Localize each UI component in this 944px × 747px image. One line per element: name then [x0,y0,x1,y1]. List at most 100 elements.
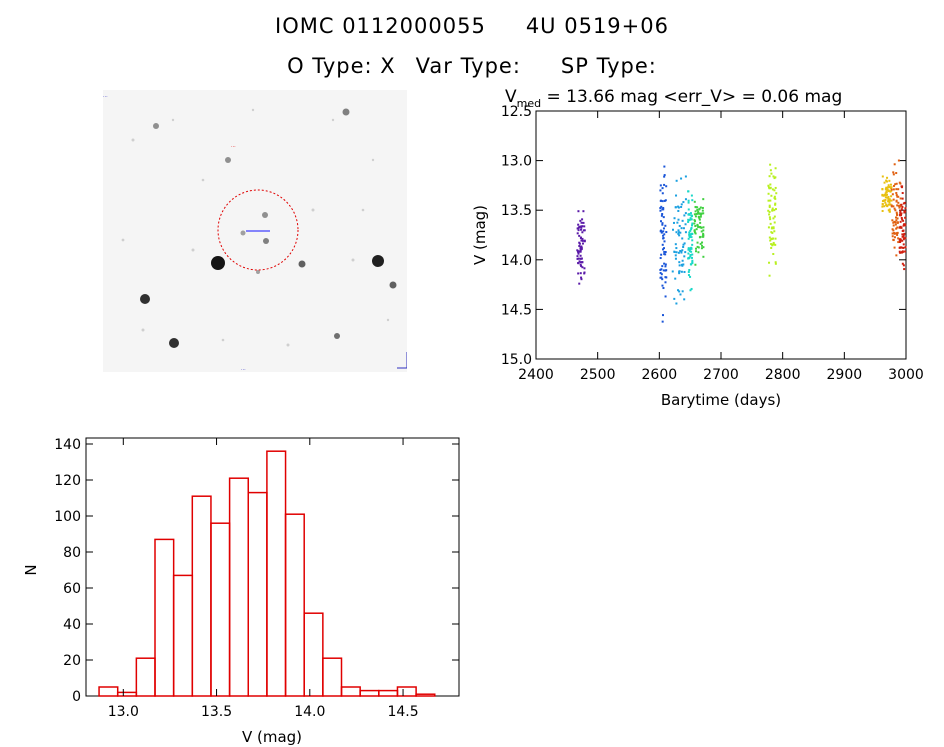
lc-point [770,227,773,230]
lc-point [882,194,885,197]
lc-point [898,246,901,249]
hist-bar [98,686,119,697]
lc-point [904,246,907,249]
lc-point [769,218,772,221]
lc-point [774,167,777,170]
lc-point [689,212,692,215]
lc-point [674,254,677,257]
lc-point [896,195,899,198]
lc-point [691,259,694,262]
lc-point [578,225,581,228]
hist-bar [116,691,138,697]
lc-point [895,232,898,235]
lc-point [767,199,770,202]
lc-point [662,234,665,237]
lc-point [901,246,904,249]
lc-point [702,234,705,237]
lc-point [888,186,891,189]
lc-point [895,199,898,202]
lc-point [902,219,905,222]
lc-point [901,192,904,195]
lc-point [579,272,582,275]
lc-point [580,278,583,281]
lc-point [680,263,683,266]
lc-plot-frame [535,110,907,360]
hist-y-tick-label: 120 [54,473,81,489]
lc-point [899,205,902,208]
lc-point [901,235,904,238]
lc-point [580,245,583,248]
lc-point [697,212,700,215]
lc-point [677,209,680,212]
lc-point [886,186,889,189]
lc-point [578,282,581,285]
lc-point [899,213,902,216]
lc-y-axis-label: V (mag) [471,205,489,265]
var-type: Var Type: [415,54,521,78]
lc-point [674,257,677,260]
lc-point [772,237,775,240]
lc-point [579,257,582,260]
lc-point [700,230,703,233]
lc-point [896,221,899,224]
lc-point [691,239,694,242]
lc-point [698,216,701,219]
lc-point [671,270,674,273]
lc-point [892,171,895,174]
lc-point [661,213,664,216]
lc-point [901,262,904,265]
lc-point [904,224,907,227]
lc-point [682,201,685,204]
hist-y-tick-label: 140 [54,437,81,453]
lc-point [774,197,777,200]
lc-point [888,199,891,202]
lc-point [688,268,691,271]
lc-point [881,188,884,191]
lc-point [774,203,777,206]
lc-point [884,201,887,204]
lc-point [664,276,667,279]
lc-point [682,227,685,230]
bright-stars [140,108,397,348]
lc-point [902,264,905,267]
lc-point [898,226,901,229]
lc-point [902,235,905,238]
lc-point [680,251,683,254]
lc-point [682,263,685,266]
lc-point [884,192,887,195]
lc-point [662,230,665,233]
lc-point [687,220,690,223]
lc-point [888,203,891,206]
lc-point [887,203,890,206]
lc-point [893,232,896,235]
lc-point [902,246,905,249]
lc-point [683,255,686,258]
lc-point [683,298,686,301]
lc-point [582,229,585,232]
lc-title: Vmed = 13.66 mag <err_V> = 0.06 mag [505,87,842,110]
lc-point [672,228,675,231]
lc-point [898,250,901,253]
lc-point [883,199,886,202]
lc-point [661,265,664,268]
lc-point [660,205,663,208]
lc-point [674,206,677,209]
lc-point [895,216,898,219]
lc-point [678,231,681,234]
lc-point [770,194,773,197]
lc-point [677,206,680,209]
lc-point [695,212,698,215]
lc-point [887,199,890,202]
lc-point [892,205,895,208]
lc-point [690,218,693,221]
lc-point [895,182,898,185]
histogram-chart: 13.0 13.5 14.0 14.5 0 20 40 60 80 100 120 140 V (ma… [22,437,460,746]
lc-point [583,272,586,275]
lc-point [896,214,899,217]
lc-point [772,226,775,229]
lc-point [881,175,884,178]
lc-point [892,188,895,191]
lc-point [681,259,684,262]
lc-point [665,231,668,234]
lc-point [687,274,690,277]
